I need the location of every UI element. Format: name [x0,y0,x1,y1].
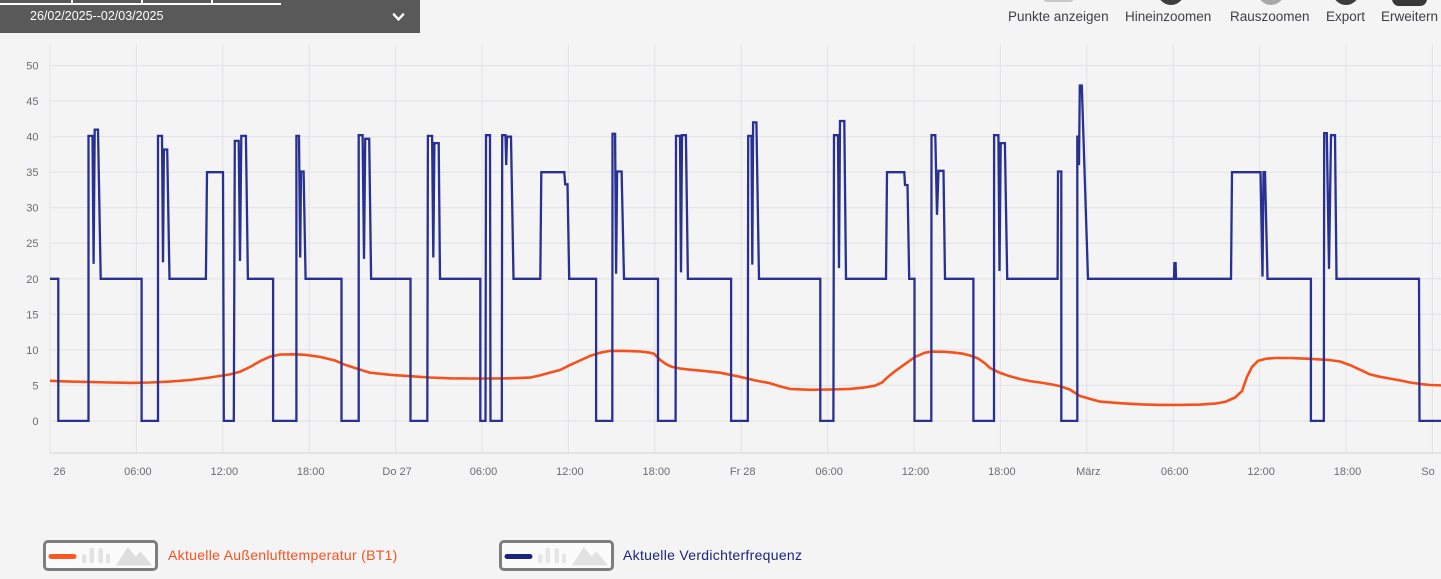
svg-text:12:00: 12:00 [556,466,584,478]
svg-text:30: 30 [26,203,38,215]
svg-text:15: 15 [26,309,38,321]
svg-text:40: 40 [26,132,38,144]
svg-text:45: 45 [26,96,38,108]
svg-text:26: 26 [53,466,65,478]
svg-text:Fr 28: Fr 28 [730,466,756,478]
svg-text:12:00: 12:00 [211,466,239,478]
svg-text:18:00: 18:00 [643,466,671,478]
svg-text:Do 27: Do 27 [382,466,411,478]
svg-text:12:00: 12:00 [1247,466,1275,478]
svg-text:10: 10 [26,345,38,357]
svg-text:20: 20 [26,274,38,286]
svg-text:06:00: 06:00 [815,466,843,478]
svg-text:06:00: 06:00 [470,466,498,478]
svg-text:12:00: 12:00 [902,466,930,478]
svg-text:06:00: 06:00 [1161,466,1189,478]
svg-text:50: 50 [26,61,38,73]
svg-text:18:00: 18:00 [1334,466,1362,478]
svg-text:35: 35 [26,167,38,179]
svg-text:06:00: 06:00 [124,466,152,478]
svg-text:März: März [1076,466,1100,478]
svg-text:0: 0 [32,416,38,428]
svg-text:18:00: 18:00 [297,466,325,478]
svg-text:So: So [1421,466,1434,478]
svg-text:25: 25 [26,238,38,250]
svg-text:18:00: 18:00 [988,466,1016,478]
svg-text:5: 5 [32,380,38,392]
